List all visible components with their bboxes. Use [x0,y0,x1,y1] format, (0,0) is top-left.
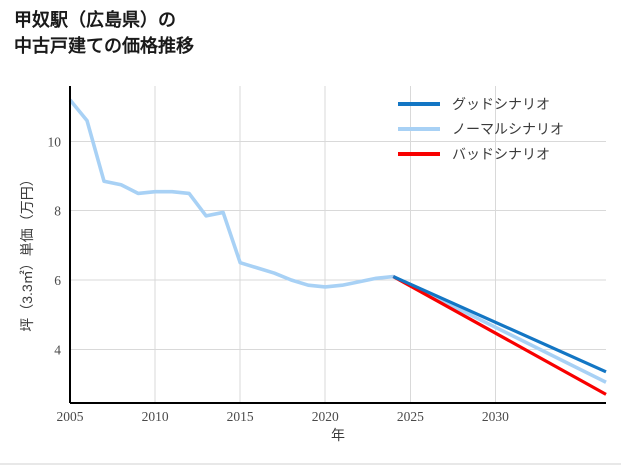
series-line-good [392,275,607,374]
x-tick-label: 2020 [312,409,339,424]
x-tick-label: 2005 [57,409,84,424]
series-line-normal [68,98,607,384]
y-tick-label: 8 [54,204,61,219]
x-tick-label: 2010 [142,409,169,424]
x-tick-label: 2015 [227,409,254,424]
axis-spines [68,86,606,405]
y-tick-labels: 4 6 8 10 [48,134,62,357]
y-axis-title: 坪（3.3㎡）単価（万円） [19,172,35,331]
legend-label: ノーマルシナリオ [452,123,564,138]
series-line-bad [392,275,607,396]
x-tick-label: 2025 [397,409,424,424]
y-tick-label: 10 [48,134,62,149]
chart-title-line-1: 甲奴駅（広島県）の [14,10,176,30]
x-tick-label: 2030 [482,409,509,424]
gridlines [69,86,606,403]
x-tick-labels: 2005 2010 2015 2020 2025 2030 [57,409,510,424]
legend-label: グッドシナリオ [452,97,550,113]
legend-label: バッドシナリオ [452,148,550,163]
x-axis-title: 年 [331,427,345,443]
series-lines [68,98,607,396]
chart-title-line-2: 中古戸建ての価格推移 [14,35,194,56]
chart-title: 甲奴駅（広島県）の 中古戸建ての価格推移 [14,8,444,59]
y-tick-label: 4 [54,342,61,357]
y-tick-label: 6 [54,273,61,288]
